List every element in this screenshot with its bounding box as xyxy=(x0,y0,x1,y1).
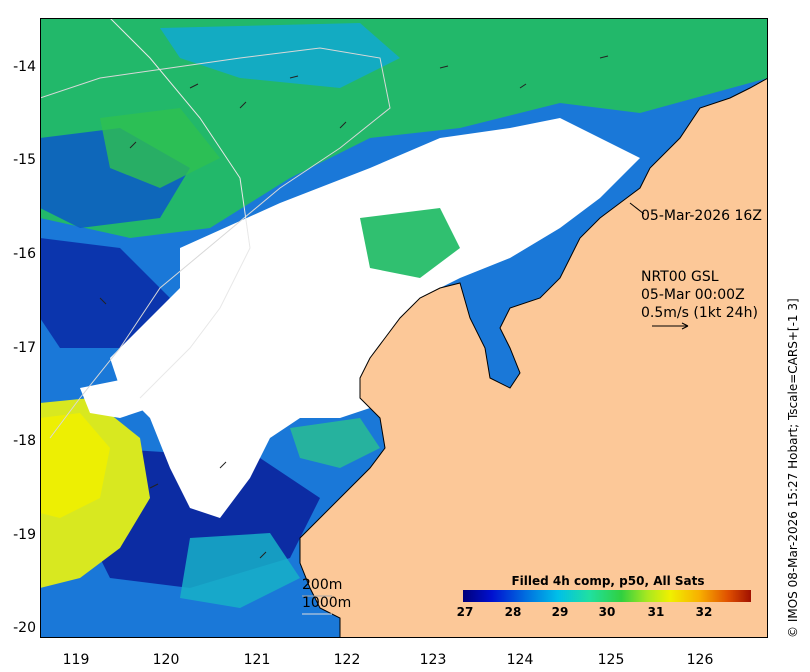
image-timestamp: 05-Mar-2026 16Z xyxy=(641,208,762,224)
current-source-label: NRT00 GSL xyxy=(641,269,719,285)
colorbar-tick-label: 28 xyxy=(504,605,522,619)
sst-map[interactable] xyxy=(40,18,768,638)
y-tick-label: -17 xyxy=(13,340,36,356)
cloud-region-inner-2 xyxy=(290,418,380,468)
cloud-region-inner-3 xyxy=(80,378,150,418)
x-tick-label: 123 xyxy=(419,652,447,668)
colorbar-tick-label: 29 xyxy=(551,605,569,619)
y-tick-label: -16 xyxy=(13,246,36,262)
contour-1000m-label: 1000m xyxy=(302,595,352,611)
cyan-patch-south xyxy=(180,533,300,608)
copyright-credit: © IMOS 08-Mar-2026 15:27 Hobart; Tscale=… xyxy=(786,298,800,638)
timestamp-leader xyxy=(629,202,645,215)
map-border xyxy=(40,18,768,638)
current-vectors xyxy=(99,55,609,559)
colorbar-tick-label: 31 xyxy=(647,605,665,619)
sst-colorbar xyxy=(463,590,751,602)
land-mass xyxy=(300,78,768,638)
warm-north-zone xyxy=(40,18,768,238)
y-tick-label: -20 xyxy=(13,620,36,636)
contour-200m xyxy=(40,47,391,439)
y-tick-label: -15 xyxy=(13,152,36,168)
map-canvas xyxy=(40,18,768,638)
cloud-region-inner-1 xyxy=(360,208,460,278)
current-time-label: 05-Mar 00:00Z xyxy=(641,287,745,303)
contour-1000m xyxy=(109,18,251,399)
coastline xyxy=(299,77,768,638)
x-tick-label: 122 xyxy=(333,652,361,668)
cyan-patch-north xyxy=(160,23,400,88)
x-tick-label: 126 xyxy=(686,652,714,668)
y-tick-label: -19 xyxy=(13,527,36,543)
yellow-core xyxy=(40,413,110,518)
y-tick-label: -18 xyxy=(13,433,36,449)
x-tick-label: 121 xyxy=(243,652,271,668)
green-patch-west xyxy=(100,108,220,188)
y-tick-label: -14 xyxy=(13,59,36,75)
deep-blue-patch-1 xyxy=(40,238,170,348)
x-tick-label: 125 xyxy=(597,652,625,668)
colorbar-title: Filled 4h comp, p50, All Sats xyxy=(511,574,705,588)
colorbar-tick-label: 32 xyxy=(695,605,713,619)
current-scale-arrowhead xyxy=(681,322,689,330)
colorbar-tick-label: 27 xyxy=(456,605,474,619)
cloud-region-main xyxy=(110,118,640,518)
colorbar-tick-label: 30 xyxy=(598,605,616,619)
x-tick-label: 124 xyxy=(506,652,534,668)
x-tick-label: 120 xyxy=(152,652,180,668)
contour-200m-label: 200m xyxy=(302,577,343,593)
current-scale-label: 0.5m/s (1kt 24h) xyxy=(641,305,758,321)
x-tick-label: 119 xyxy=(62,652,90,668)
